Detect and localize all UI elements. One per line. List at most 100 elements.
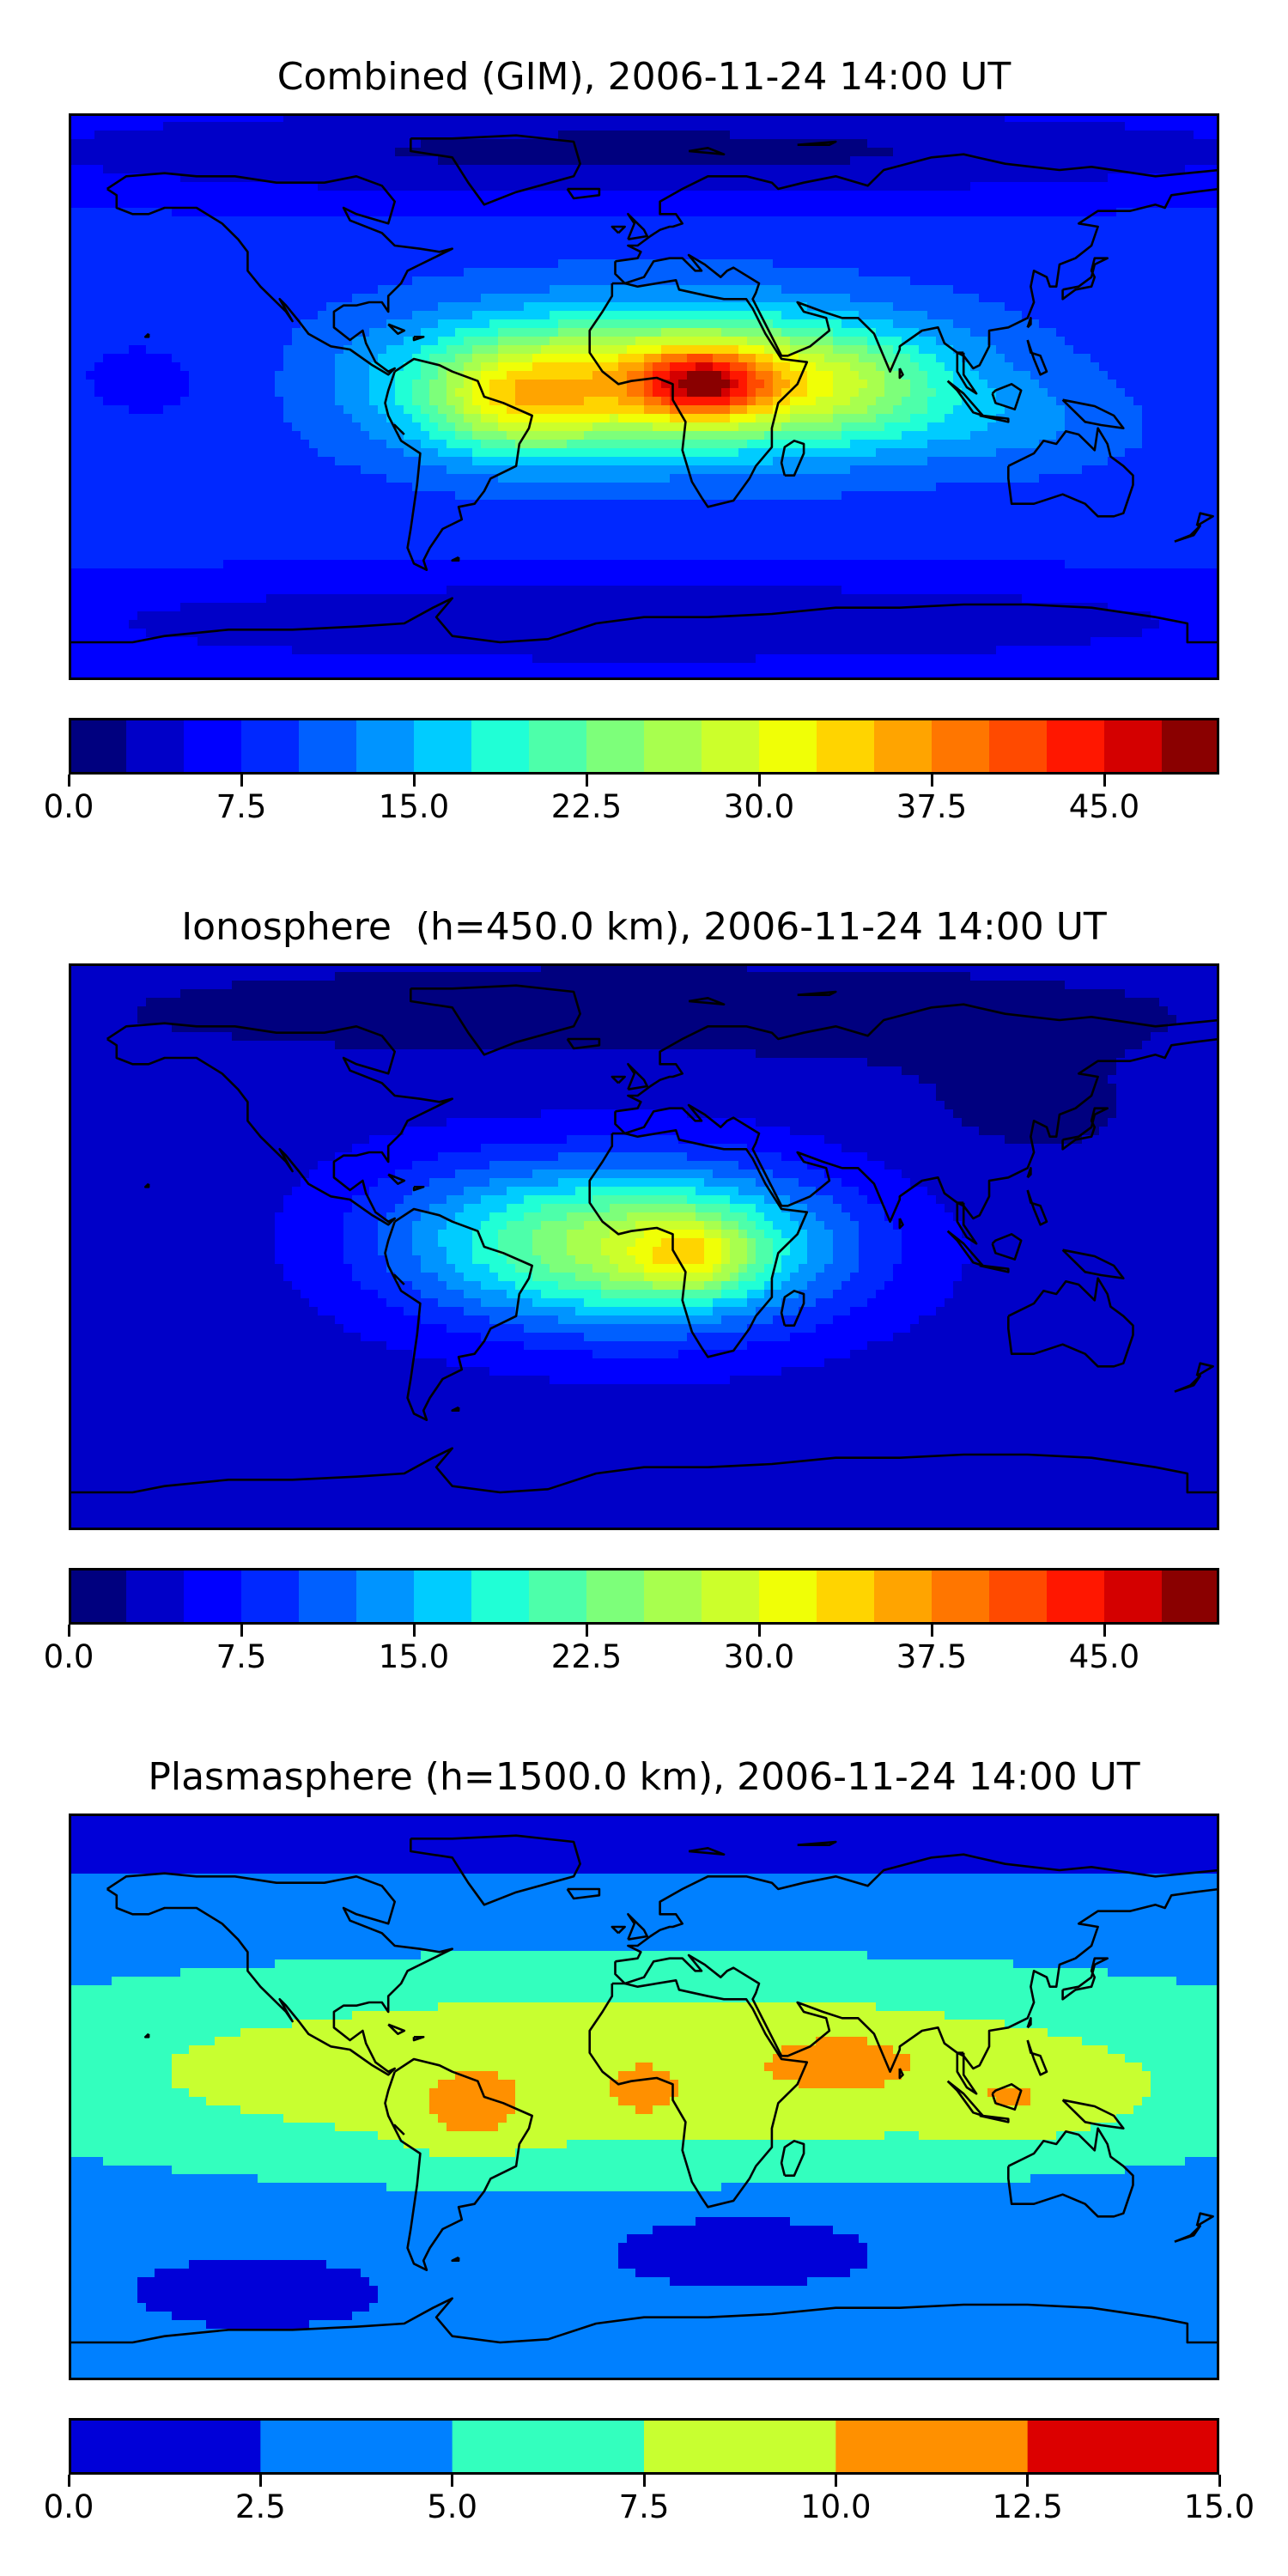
heatmap-cell	[550, 148, 559, 157]
heatmap-cell	[447, 113, 456, 123]
heatmap-cell	[447, 234, 456, 243]
heatmap-cell	[781, 268, 791, 277]
heatmap-cell	[704, 397, 714, 406]
heatmap-cell	[781, 397, 791, 406]
heatmap-cell	[369, 191, 379, 200]
heatmap-cell	[326, 156, 336, 166]
heatmap-cell	[833, 319, 842, 329]
heatmap-cell	[1091, 191, 1100, 200]
heatmap-cell	[764, 234, 774, 243]
heatmap-cell	[292, 328, 301, 337]
heatmap-cell	[69, 191, 78, 200]
heatmap-cell	[318, 208, 327, 217]
heatmap-cell	[112, 251, 121, 260]
heatmap-cell	[1065, 251, 1074, 260]
heatmap-cell	[756, 148, 765, 157]
heatmap-cell	[223, 388, 233, 398]
heatmap-cell	[1151, 362, 1160, 372]
heatmap-cell	[1030, 225, 1040, 234]
heatmap-cell	[515, 380, 525, 389]
heatmap-cell	[412, 156, 422, 166]
heatmap-cell	[1091, 311, 1100, 320]
heatmap-cell	[1013, 208, 1023, 217]
heatmap-cell	[404, 139, 413, 149]
heatmap-cell	[756, 182, 765, 191]
heatmap-cell	[206, 148, 216, 157]
heatmap-cell	[1133, 225, 1143, 234]
heatmap-cell	[979, 173, 988, 183]
heatmap-cell	[515, 199, 525, 209]
heatmap-cell	[592, 225, 602, 234]
heatmap-cell	[1013, 251, 1023, 260]
heatmap-cell	[558, 113, 568, 123]
heatmap-cell	[438, 328, 447, 337]
heatmap-cell	[438, 259, 447, 269]
heatmap-cell	[266, 208, 276, 217]
heatmap-cell	[172, 422, 181, 432]
heatmap-cell	[610, 362, 619, 372]
heatmap-cell	[301, 122, 310, 131]
heatmap-cell	[498, 319, 507, 329]
heatmap-cell	[678, 302, 688, 312]
heatmap-cell	[601, 208, 611, 217]
heatmap-cell	[1108, 182, 1117, 191]
heatmap-cell	[704, 173, 714, 183]
heatmap-cell	[69, 302, 78, 312]
heatmap-cell	[936, 362, 945, 372]
heatmap-cell	[1005, 388, 1014, 398]
heatmap-cell	[558, 182, 568, 191]
heatmap-cell	[773, 156, 782, 166]
heatmap-cell	[258, 431, 267, 440]
heatmap-cell	[197, 113, 207, 123]
heatmap-cell	[163, 139, 173, 149]
heatmap-cell	[704, 414, 714, 423]
heatmap-cell	[575, 302, 585, 312]
heatmap-cell	[575, 234, 585, 243]
heatmap-cell	[335, 431, 344, 440]
heatmap-cell	[146, 354, 155, 363]
heatmap-cell	[103, 354, 112, 363]
heatmap-cell	[996, 388, 1005, 398]
heatmap-cell	[309, 414, 319, 423]
heatmap-cell	[756, 225, 765, 234]
heatmap-cell	[936, 234, 945, 243]
heatmap-cell	[1091, 388, 1100, 398]
heatmap-cell	[584, 422, 593, 432]
heatmap-cell	[824, 276, 834, 286]
heatmap-cell	[1142, 156, 1151, 166]
heatmap-cell	[352, 422, 361, 432]
heatmap-cell	[816, 199, 825, 209]
heatmap-cell	[1056, 234, 1066, 243]
heatmap-cell	[524, 122, 533, 131]
heatmap-cell	[644, 337, 653, 346]
heatmap-cell	[421, 173, 430, 183]
heatmap-cell	[1133, 234, 1143, 243]
heatmap-cell	[1022, 156, 1031, 166]
heatmap-cell	[395, 148, 404, 157]
heatmap-cell	[970, 371, 980, 380]
heatmap-cell	[1030, 182, 1040, 191]
heatmap-cell	[841, 268, 851, 277]
heatmap-cell	[532, 139, 542, 149]
heatmap-cell	[781, 319, 791, 329]
heatmap-cell	[326, 362, 336, 372]
heatmap-cell	[833, 131, 842, 140]
heatmap-cell	[696, 388, 705, 398]
heatmap-cell	[240, 328, 250, 337]
heatmap-cell	[936, 371, 945, 380]
heatmap-cell	[447, 354, 456, 363]
heatmap-cell	[155, 414, 164, 423]
heatmap-cell	[884, 113, 894, 123]
heatmap-cell	[1099, 302, 1109, 312]
heatmap-cell	[1099, 208, 1109, 217]
heatmap-cell	[635, 242, 645, 252]
heatmap-cell	[1082, 302, 1091, 312]
heatmap-cell	[704, 268, 714, 277]
heatmap-cell	[696, 199, 705, 209]
heatmap-cell	[1125, 276, 1134, 286]
heatmap-cell	[1039, 165, 1048, 174]
heatmap-cell	[249, 362, 258, 372]
heatmap-cell	[283, 182, 293, 191]
heatmap-cell	[816, 345, 825, 355]
heatmap-cell	[352, 139, 361, 149]
